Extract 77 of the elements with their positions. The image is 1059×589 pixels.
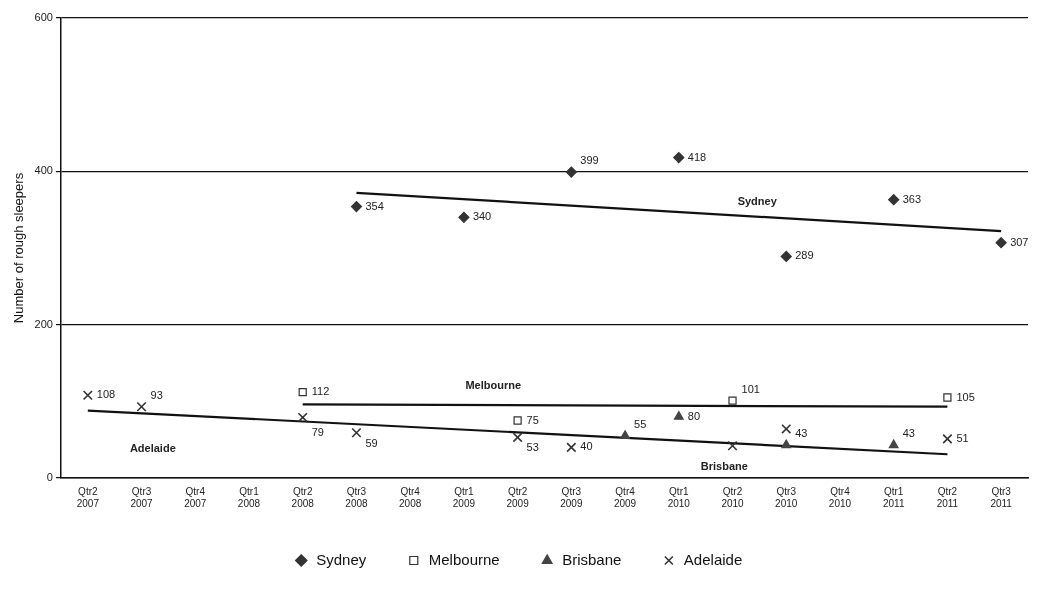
data-label: 53 [526, 441, 539, 454]
point [82, 390, 93, 401]
legend-label: Brisbane [562, 550, 622, 568]
point [620, 430, 630, 439]
point [943, 393, 952, 402]
x-tick-label: Qtr4 2009 [613, 485, 637, 509]
point [673, 151, 685, 164]
point [565, 166, 577, 178]
data-label: 55 [634, 417, 647, 430]
annotation: Sydney [737, 195, 778, 208]
point [942, 433, 953, 444]
x-tick-label: Qtr2 2008 [291, 485, 315, 509]
x-tick-label: Qtr4 2010 [828, 485, 852, 509]
data-label: 43 [902, 427, 915, 440]
data-label: 112 [311, 385, 330, 398]
point [673, 411, 684, 420]
point [781, 423, 792, 434]
annotation: Brisbane [700, 459, 748, 472]
point [350, 201, 363, 213]
data-label: 105 [956, 390, 975, 403]
x-tick-label: Qtr2 2010 [721, 485, 745, 509]
y-tick-label: 0 [46, 471, 53, 484]
point [298, 388, 307, 397]
data-label: 354 [365, 199, 384, 212]
point [781, 439, 792, 449]
x-tick-label: Qtr4 2007 [184, 485, 207, 509]
x-tick-label: Qtr3 2010 [775, 485, 798, 509]
data-label: 307 [1010, 235, 1029, 248]
data-label: 418 [687, 150, 707, 163]
data-label: 289 [795, 249, 814, 262]
annotation: Adelaide [129, 441, 176, 454]
data-label: 340 [472, 210, 492, 223]
point [351, 427, 362, 438]
point [136, 401, 147, 412]
y-tick-label: 400 [34, 164, 53, 177]
x-tick-label: Qtr1 2008 [237, 485, 261, 509]
x-tick-label: Qtr2 2009 [506, 485, 530, 509]
data-label: 363 [902, 192, 922, 205]
data-label: 40 [580, 440, 593, 453]
data-label: 93 [150, 388, 163, 401]
data-label: 51 [956, 431, 969, 444]
point [513, 416, 522, 425]
legend-label: Melbourne [428, 550, 500, 568]
x-tick-label: Qtr1 2011 [882, 485, 905, 509]
legend-label: Sydney [316, 550, 367, 568]
point [995, 237, 1007, 249]
data-label: 101 [741, 382, 760, 395]
point [458, 211, 470, 223]
point [297, 412, 308, 423]
x-tick-label: Qtr2 2007 [76, 485, 100, 509]
x-tick-label: Qtr2 2011 [936, 485, 959, 509]
x-tick-label: Qtr3 2009 [560, 485, 583, 509]
data-label: 108 [96, 388, 116, 401]
legend-label: Adelaide [683, 550, 743, 568]
x-tick-label: Qtr1 2009 [452, 485, 476, 509]
point [780, 250, 792, 263]
point [727, 440, 738, 451]
data-label: 79 [311, 426, 324, 439]
y-tick-label: 600 [34, 11, 53, 24]
x-tick-label: Qtr1 2010 [667, 485, 691, 509]
point [728, 396, 737, 405]
data-label: 80 [687, 409, 701, 422]
data-label: 59 [365, 436, 378, 449]
point [888, 194, 900, 206]
x-tick-label: Qtr3 2008 [345, 485, 368, 509]
point [512, 432, 523, 443]
x-tick-label: Qtr3 2007 [130, 485, 154, 509]
x-tick-label: Qtr3 2011 [990, 485, 1013, 509]
y-axis-title: Number of rough sleepers [11, 172, 27, 324]
data-label: 43 [795, 427, 808, 440]
data-label: 399 [580, 154, 599, 167]
point [566, 442, 577, 453]
point [888, 439, 899, 449]
x-tick-label: Qtr4 2008 [399, 485, 422, 509]
data-label: 75 [526, 413, 539, 426]
y-tick-label: 200 [34, 317, 53, 330]
annotation: Melbourne [465, 379, 522, 392]
